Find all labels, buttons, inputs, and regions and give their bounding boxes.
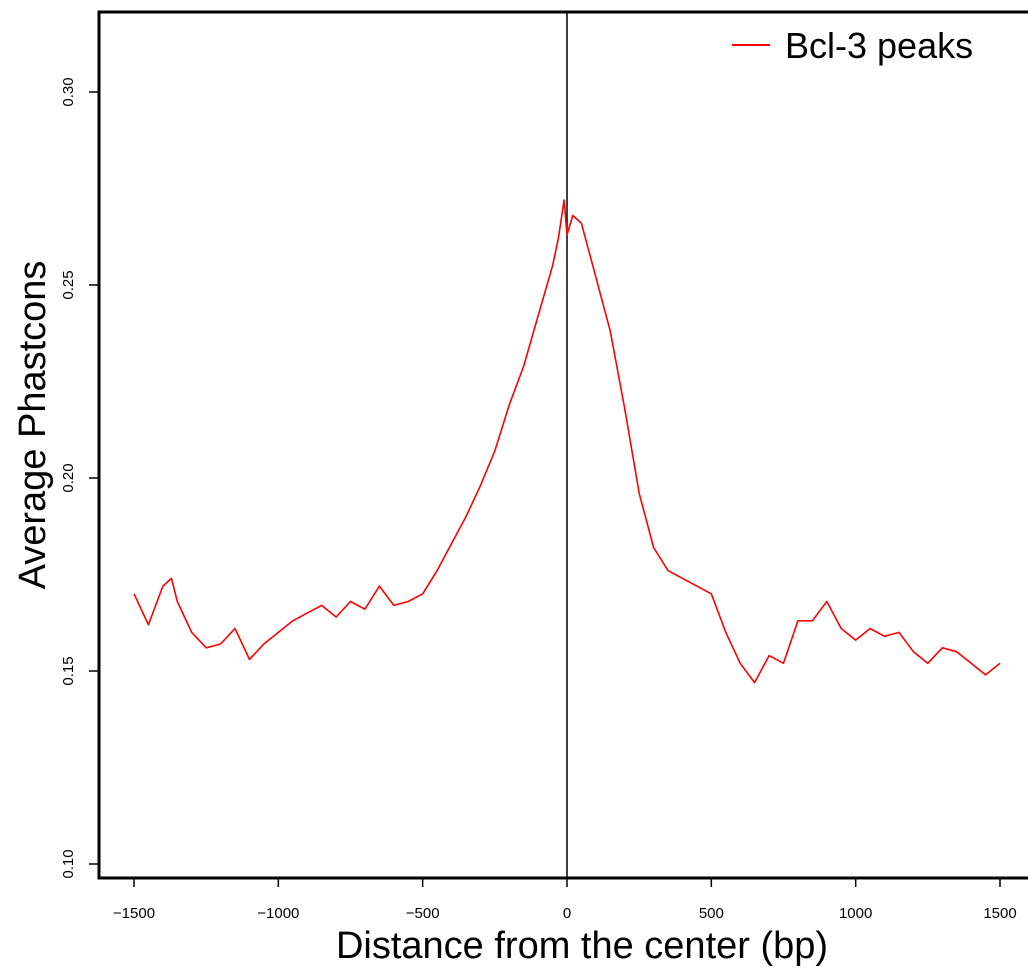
y-tick-label: 0.10 xyxy=(60,849,77,878)
plot-frame xyxy=(97,10,1028,880)
x-tick-label: 0 xyxy=(563,905,571,922)
legend: Bcl-3 peaks xyxy=(732,25,973,66)
x-tick-label: −500 xyxy=(406,905,440,922)
y-tick-label: 0.30 xyxy=(60,77,77,106)
legend-label-bcl3-peaks: Bcl-3 peaks xyxy=(785,25,973,66)
x-tick-label: 1500 xyxy=(983,905,1016,922)
x-axis: −1500 −1000 −500 0 500 1000 1500 xyxy=(113,878,1017,922)
y-axis-title: Average Phastcons xyxy=(12,261,54,590)
series-line-bcl3-peaks xyxy=(133,199,1001,684)
x-tick-label: −1500 xyxy=(113,905,155,922)
x-tick-label: 1000 xyxy=(839,905,872,922)
y-tick-label: 0.25 xyxy=(60,270,77,299)
x-axis-title: Distance from the center (bp) xyxy=(336,925,828,967)
y-axis: 0.10 0.15 0.20 0.25 0.30 xyxy=(60,77,99,879)
y-tick-label: 0.20 xyxy=(60,463,77,492)
x-tick-label: 500 xyxy=(699,905,724,922)
x-tick-label: −1000 xyxy=(257,905,299,922)
y-tick-label: 0.15 xyxy=(60,656,77,685)
